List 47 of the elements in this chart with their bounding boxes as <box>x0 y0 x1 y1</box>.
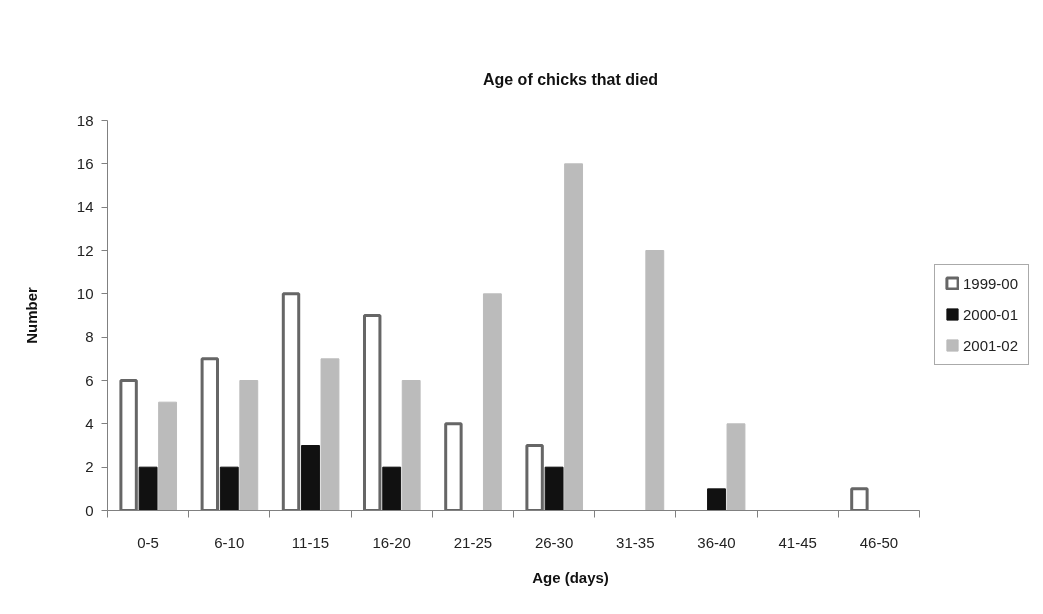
bar <box>525 444 544 511</box>
bar <box>320 358 340 511</box>
bar <box>401 380 421 511</box>
y-tick-label: 14 <box>76 198 94 216</box>
y-tick-label: 16 <box>76 154 94 172</box>
y-tick-label: 4 <box>85 414 94 432</box>
y-tick-label: 10 <box>76 284 94 302</box>
chart-title: Age of chicks that died <box>482 70 659 88</box>
bar <box>119 379 138 511</box>
bar <box>544 466 564 511</box>
bar <box>281 292 301 511</box>
y-tick-label: 8 <box>85 328 94 346</box>
bar <box>239 380 259 511</box>
bar <box>382 466 402 511</box>
bar <box>158 401 178 511</box>
legend-label: 2000-01 <box>963 305 1019 323</box>
bar <box>482 293 502 511</box>
x-tick-label: 0-5 <box>137 533 159 551</box>
bar <box>645 250 665 511</box>
legend-label: 2001-02 <box>963 336 1019 354</box>
bar <box>564 163 584 511</box>
x-tick-label: 36-40 <box>697 533 736 551</box>
y-axis-title: Number <box>22 287 40 344</box>
bar <box>219 466 239 511</box>
bar <box>850 487 869 511</box>
x-tick-label: 26-30 <box>534 533 574 551</box>
y-tick-label: 0 <box>85 501 94 519</box>
bar <box>726 423 746 511</box>
x-tick-label: 16-20 <box>372 533 411 551</box>
bar <box>444 422 463 511</box>
legend-label: 1999-00 <box>963 274 1019 292</box>
y-tick-label: 2 <box>85 458 94 476</box>
y-tick-label: 6 <box>85 371 94 389</box>
bar <box>363 314 382 511</box>
x-tick-label: 46-50 <box>859 533 899 551</box>
x-tick-label: 21-25 <box>453 533 493 551</box>
y-tick-label: 12 <box>76 241 94 259</box>
bar <box>200 357 220 511</box>
x-tick-label: 31-35 <box>616 533 655 551</box>
bar <box>301 445 320 511</box>
x-tick-label: 11-15 <box>291 533 330 551</box>
x-tick-label: 41-45 <box>778 533 817 551</box>
bar <box>707 488 726 511</box>
bar <box>138 466 158 511</box>
x-axis-title: Age (days) <box>532 568 609 586</box>
y-tick-label: 18 <box>76 111 94 129</box>
x-tick-label: 6-10 <box>214 533 245 551</box>
